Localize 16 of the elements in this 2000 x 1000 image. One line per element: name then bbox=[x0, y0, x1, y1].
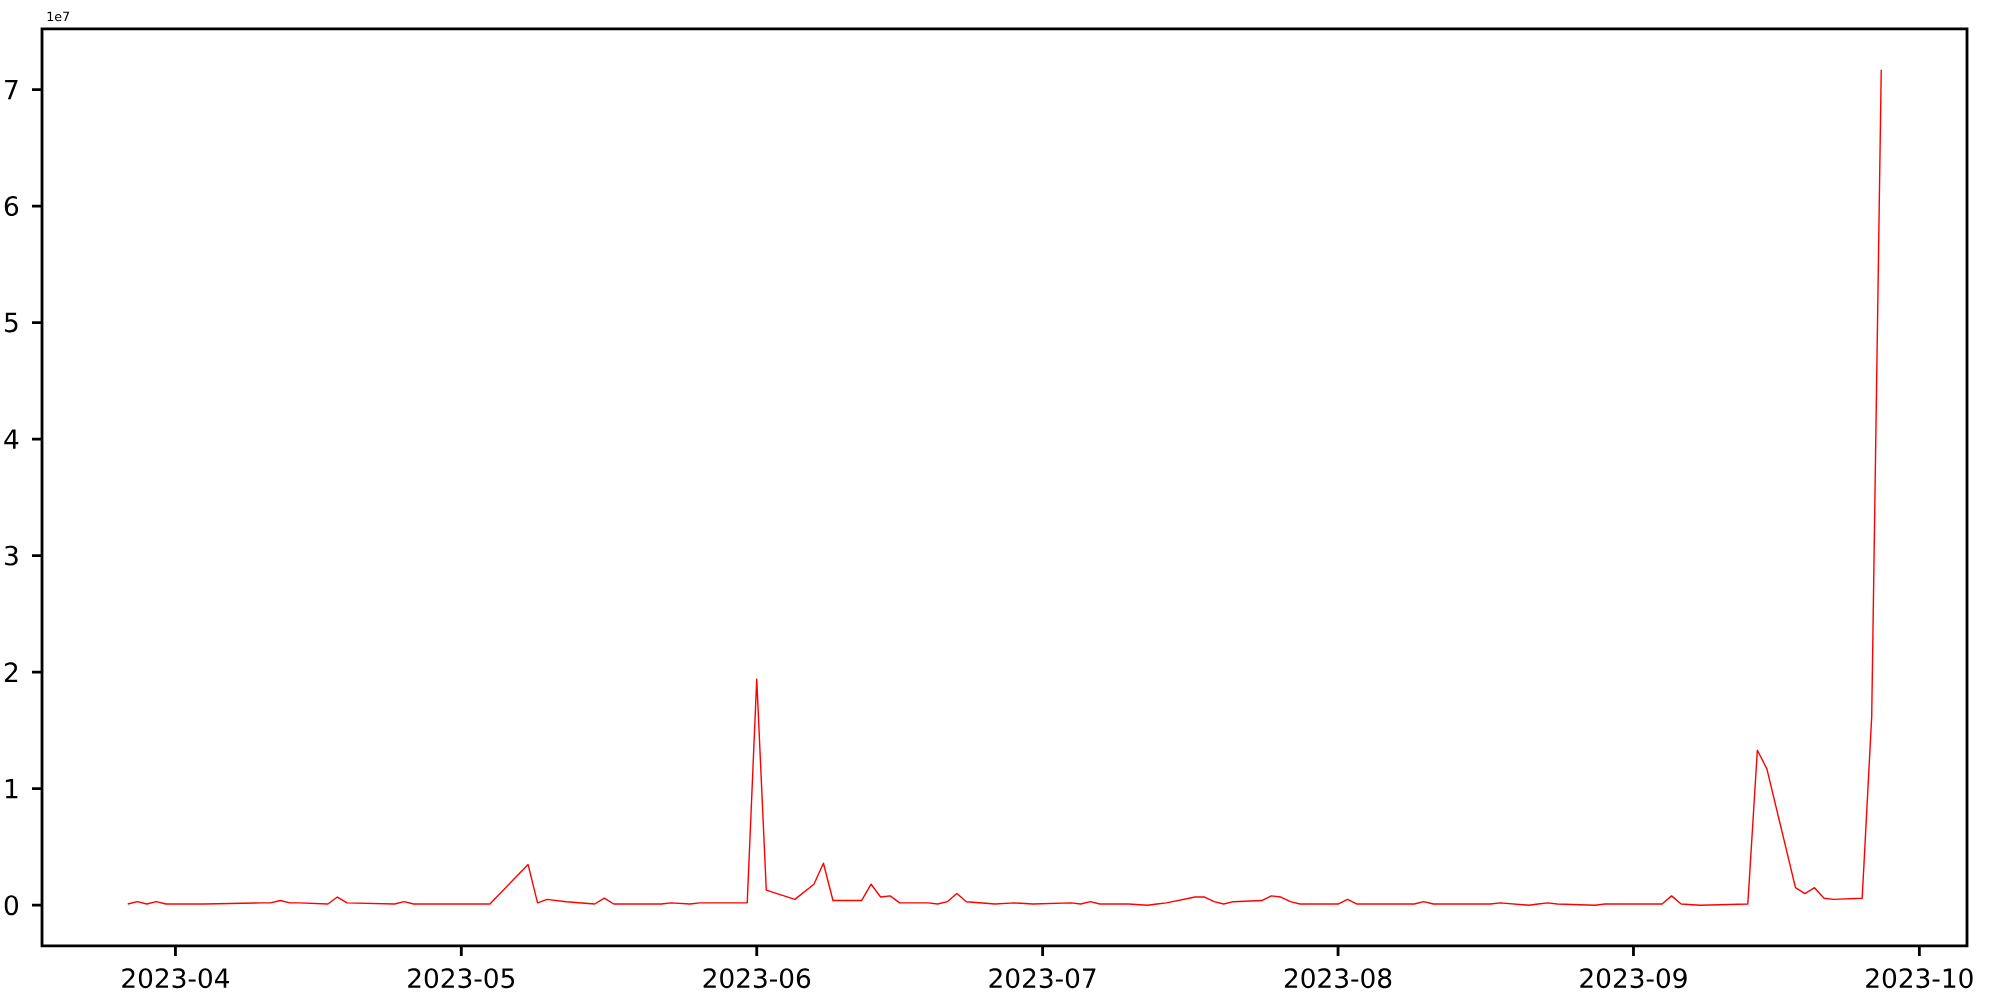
y-tick-label: 3 bbox=[4, 545, 18, 566]
x-tick-label: 2023-07 bbox=[989, 968, 1096, 989]
x-tick-label: 2023-04 bbox=[122, 968, 229, 989]
y-tick-label: 4 bbox=[4, 429, 19, 449]
y-tick-label: 2 bbox=[4, 662, 18, 682]
y-tick-label: 7 bbox=[5, 80, 18, 100]
y-tick-label: 0 bbox=[4, 895, 18, 916]
x-tick-label: 2023-09 bbox=[1580, 968, 1687, 989]
x-tick-label: 2023-05 bbox=[408, 968, 515, 989]
x-tick-label: 2023-10 bbox=[1866, 968, 1973, 989]
x-tick-label: 2023-06 bbox=[703, 968, 811, 989]
x-tick-label: 2023-08 bbox=[1284, 968, 1392, 989]
y-tick-label: 5 bbox=[5, 312, 18, 333]
y-tick-label: 1 bbox=[5, 779, 18, 799]
y-tick-label: 6 bbox=[4, 196, 19, 217]
text: 1e7 bbox=[47, 11, 70, 22]
